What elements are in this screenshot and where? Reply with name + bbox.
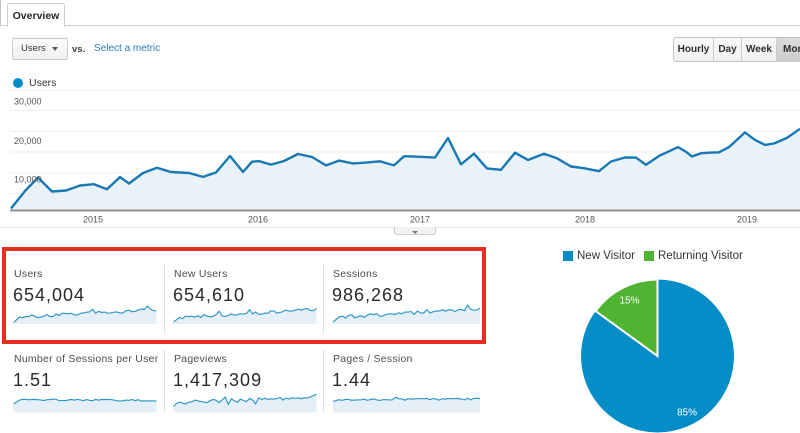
svg-text:2018: 2018 [575, 215, 595, 225]
svg-text:2016: 2016 [248, 215, 268, 225]
svg-text:30,000: 30,000 [14, 97, 42, 107]
svg-text:10,000: 10,000 [14, 175, 42, 185]
svg-text:15%: 15% [619, 296, 639, 307]
svg-text:2015: 2015 [83, 215, 103, 225]
svg-text:20,000: 20,000 [14, 136, 42, 146]
svg-text:2017: 2017 [410, 215, 430, 225]
svg-text:85%: 85% [677, 407, 697, 418]
svg-text:2019: 2019 [737, 215, 757, 225]
